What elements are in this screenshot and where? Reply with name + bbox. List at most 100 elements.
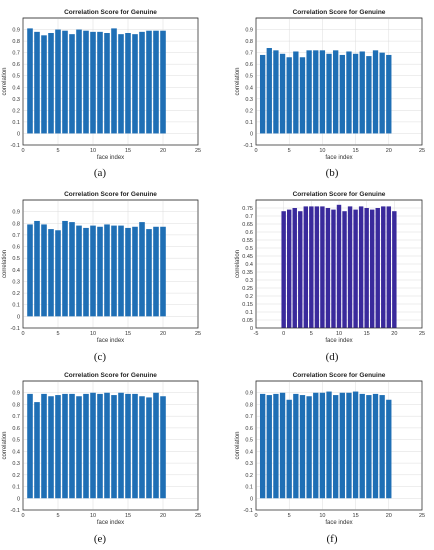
y-axis-label: correlation (235, 67, 241, 95)
y-tick-label: 0.5 (12, 256, 20, 262)
y-tick-label: 0.7 (12, 233, 20, 239)
bar (118, 392, 124, 499)
y-tick-label: -0.1 (244, 508, 253, 514)
bar (359, 393, 365, 499)
y-tick-label: 0.1 (245, 485, 253, 491)
y-tick-label: 0.9 (245, 28, 253, 34)
bar (273, 393, 279, 499)
y-axis-label: correlation (2, 250, 8, 278)
x-tick-label: -5 (254, 331, 259, 337)
bar (339, 54, 345, 134)
y-tick-label: 0.6 (12, 245, 20, 251)
bar (279, 53, 286, 134)
bar (331, 209, 336, 328)
y-tick-label: 0.6 (12, 62, 20, 68)
x-axis-label: face index (325, 520, 352, 526)
bar (76, 29, 82, 134)
bar (62, 220, 68, 317)
bar (125, 33, 131, 134)
bar (366, 56, 372, 134)
y-axis-label: correlation (235, 250, 241, 278)
bar (352, 391, 359, 499)
bar (153, 226, 159, 317)
y-tick-label: 0.8 (12, 402, 20, 408)
bar (55, 395, 61, 499)
y-tick-label: 0.5 (245, 74, 253, 80)
panel-caption: (d) (326, 351, 339, 363)
bar (41, 35, 47, 134)
y-tick-label: 0.5 (12, 74, 20, 80)
y-tick-label: 0.5 (245, 438, 253, 444)
y-tick-label: 0.2 (245, 108, 253, 114)
y-tick-label: 0 (250, 131, 253, 137)
x-axis-label: face index (97, 155, 124, 161)
x-tick-label: 15 (353, 513, 359, 519)
chart-title: Correlation Score for Genuine (64, 9, 157, 16)
x-tick-label: 10 (336, 331, 342, 337)
x-tick-label: 5 (56, 513, 59, 519)
y-tick-label: 0.8 (12, 39, 20, 45)
y-tick-label: 0.7 (12, 51, 20, 57)
bar (76, 396, 82, 499)
y-tick-label: 0.6 (245, 62, 253, 68)
y-tick-label: 0.2 (12, 108, 20, 114)
bar (104, 33, 110, 134)
bar (146, 397, 152, 499)
y-tick-label: 0.7 (245, 414, 253, 420)
bar (266, 395, 272, 499)
bar (325, 208, 331, 328)
chart-title: Correlation Score for Genuine (64, 372, 157, 379)
y-tick-label: 0.2 (245, 294, 253, 300)
x-tick-label: 25 (195, 331, 201, 337)
bar (266, 48, 272, 134)
y-tick-label: 0.1 (245, 120, 253, 126)
chart-panel-e: -0.100.10.20.30.40.50.60.70.80.90 5 10 15 20… (2, 372, 201, 545)
bar (298, 211, 303, 328)
bar (132, 226, 138, 317)
y-tick-label: 0.3 (12, 279, 20, 285)
panel-caption: (f) (327, 533, 338, 545)
y-tick-label: 0.25 (242, 286, 253, 292)
y-tick-label: 0.75 (242, 206, 253, 212)
bar (55, 29, 61, 134)
y-tick-label: 0.4 (12, 268, 20, 274)
bar (118, 34, 124, 134)
x-axis-label: face index (325, 155, 352, 161)
bar (97, 31, 103, 134)
bar (118, 225, 124, 317)
y-tick-label: 0.7 (12, 414, 20, 420)
bar (369, 209, 375, 328)
bar (259, 54, 266, 134)
bar (48, 229, 54, 317)
y-tick-label: 0.1 (12, 303, 20, 309)
chart-panel-d: 0 0.05 0.1 0.15 0.2 0.25 0.3 0.35 0.4 0.45 0.5 0.55… (235, 191, 425, 363)
y-tick-label: 0.4 (12, 449, 20, 455)
bar (299, 395, 306, 499)
y-tick-label: 0.7 (245, 51, 253, 57)
chart-title: Correlation Score for Genuine (293, 9, 386, 16)
bar (309, 206, 314, 328)
y-tick-label: 0.8 (245, 39, 253, 45)
y-tick-label: 0 (250, 326, 253, 332)
bar (352, 53, 359, 134)
y-tick-label: 0.65 (242, 222, 253, 228)
x-tick-label: 15 (125, 331, 131, 337)
y-tick-label: 0.2 (12, 291, 20, 297)
bar (292, 208, 297, 328)
y-tick-label: 0 (250, 496, 253, 502)
y-axis-label: correlation (2, 431, 8, 459)
y-tick-label: 0.4 (245, 262, 253, 268)
x-axis-label: face index (97, 520, 124, 526)
bar (62, 393, 68, 499)
y-tick-label: 0.55 (242, 238, 253, 244)
y-tick-label: 0.3 (245, 278, 253, 284)
y-tick-label: 0.3 (12, 97, 20, 103)
bar (375, 208, 380, 328)
x-tick-label: 15 (125, 148, 131, 154)
bar (303, 206, 309, 328)
bar (306, 50, 312, 134)
panel-caption: (b) (326, 167, 339, 179)
x-tick-label: 5 (288, 148, 291, 154)
y-tick-label: 0.1 (12, 120, 20, 126)
